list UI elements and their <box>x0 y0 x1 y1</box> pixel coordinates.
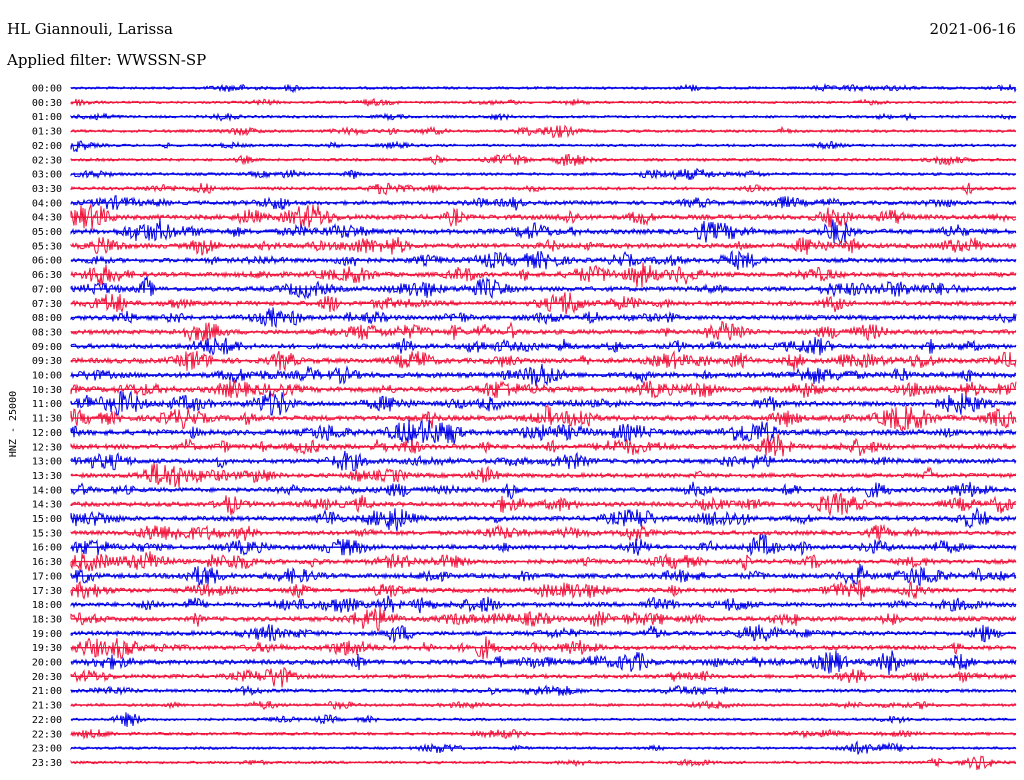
trace-1700 <box>70 563 1017 587</box>
trace-label: 22:30 <box>32 729 62 740</box>
trace-0400 <box>70 195 1017 211</box>
y-axis-label: HNZ - 25000 <box>8 391 19 457</box>
trace-label: 02:00 <box>32 141 62 152</box>
trace-label: 18:00 <box>32 600 62 611</box>
trace-label: 13:30 <box>32 471 62 482</box>
trace-label: 16:30 <box>32 557 62 568</box>
trace-label: 11:00 <box>32 399 62 410</box>
trace-0600 <box>70 250 1017 270</box>
trace-0930 <box>70 350 1017 372</box>
trace-label: 10:30 <box>32 385 62 396</box>
trace-2000 <box>70 650 1017 676</box>
trace-label: 19:00 <box>32 629 62 640</box>
trace-label: 08:30 <box>32 327 62 338</box>
record-date: 2021-06-16 <box>929 20 1016 38</box>
trace-2100 <box>70 684 1017 696</box>
trace-label: 07:00 <box>32 284 62 295</box>
trace-label: 14:30 <box>32 500 62 511</box>
trace-0200 <box>70 140 1017 153</box>
trace-label: 17:30 <box>32 586 62 597</box>
trace-0500 <box>70 218 1017 246</box>
trace-label: 01:30 <box>32 127 62 138</box>
trace-1230 <box>70 434 1017 457</box>
trace-label: 03:30 <box>32 184 62 195</box>
trace-1430 <box>70 492 1017 517</box>
trace-label: 21:00 <box>32 686 62 697</box>
trace-label: 09:30 <box>32 356 62 367</box>
trace-label: 00:00 <box>32 84 62 95</box>
trace-label: 05:00 <box>32 227 62 238</box>
trace-label: 10:00 <box>32 371 62 382</box>
seismic-traces <box>70 82 1017 771</box>
trace-label: 11:30 <box>32 414 62 425</box>
trace-time-labels: 00:00 00:30 01:00 01:30 02:00 02:30 03:00 03:30… <box>32 84 62 769</box>
trace-1530 <box>70 523 1017 542</box>
trace-label: 13:00 <box>32 457 62 468</box>
trace-label: 06:00 <box>32 256 62 267</box>
trace-label: 17:00 <box>32 571 62 582</box>
trace-0900 <box>70 337 1017 356</box>
trace-label: 12:00 <box>32 428 62 439</box>
trace-label: 19:30 <box>32 643 62 654</box>
trace-label: 22:00 <box>32 715 62 726</box>
trace-label: 09:00 <box>32 342 62 353</box>
trace-label: 12:30 <box>32 442 62 453</box>
trace-label: 18:30 <box>32 614 62 625</box>
trace-0700 <box>70 276 1017 300</box>
trace-label: 04:30 <box>32 213 62 224</box>
trace-label: 07:30 <box>32 299 62 310</box>
trace-label: 08:00 <box>32 313 62 324</box>
trace-label: 06:30 <box>32 270 62 281</box>
trace-label: 16:00 <box>32 543 62 554</box>
trace-1600 <box>70 534 1017 557</box>
trace-label: 04:00 <box>32 198 62 209</box>
trace-label: 20:00 <box>32 658 62 669</box>
trace-label: 15:30 <box>32 528 62 539</box>
trace-label: 05:30 <box>32 241 62 252</box>
trace-0830 <box>70 320 1017 343</box>
trace-label: 20:30 <box>32 672 62 683</box>
trace-2030 <box>70 667 1017 688</box>
station-title: HL Giannouli, Larissa <box>7 20 173 38</box>
filter-label: Applied filter: WWSSN-SP <box>7 51 207 69</box>
trace-label: 23:30 <box>32 758 62 769</box>
trace-label: 03:00 <box>32 170 62 181</box>
trace-1000 <box>70 364 1017 387</box>
trace-label: 23:00 <box>32 744 62 755</box>
trace-label: 15:00 <box>32 514 62 525</box>
trace-label: 00:30 <box>32 98 62 109</box>
trace-label: 21:30 <box>32 701 62 712</box>
trace-label: 02:30 <box>32 155 62 166</box>
trace-label: 14:00 <box>32 485 62 496</box>
trace-label: 01:00 <box>32 112 62 123</box>
